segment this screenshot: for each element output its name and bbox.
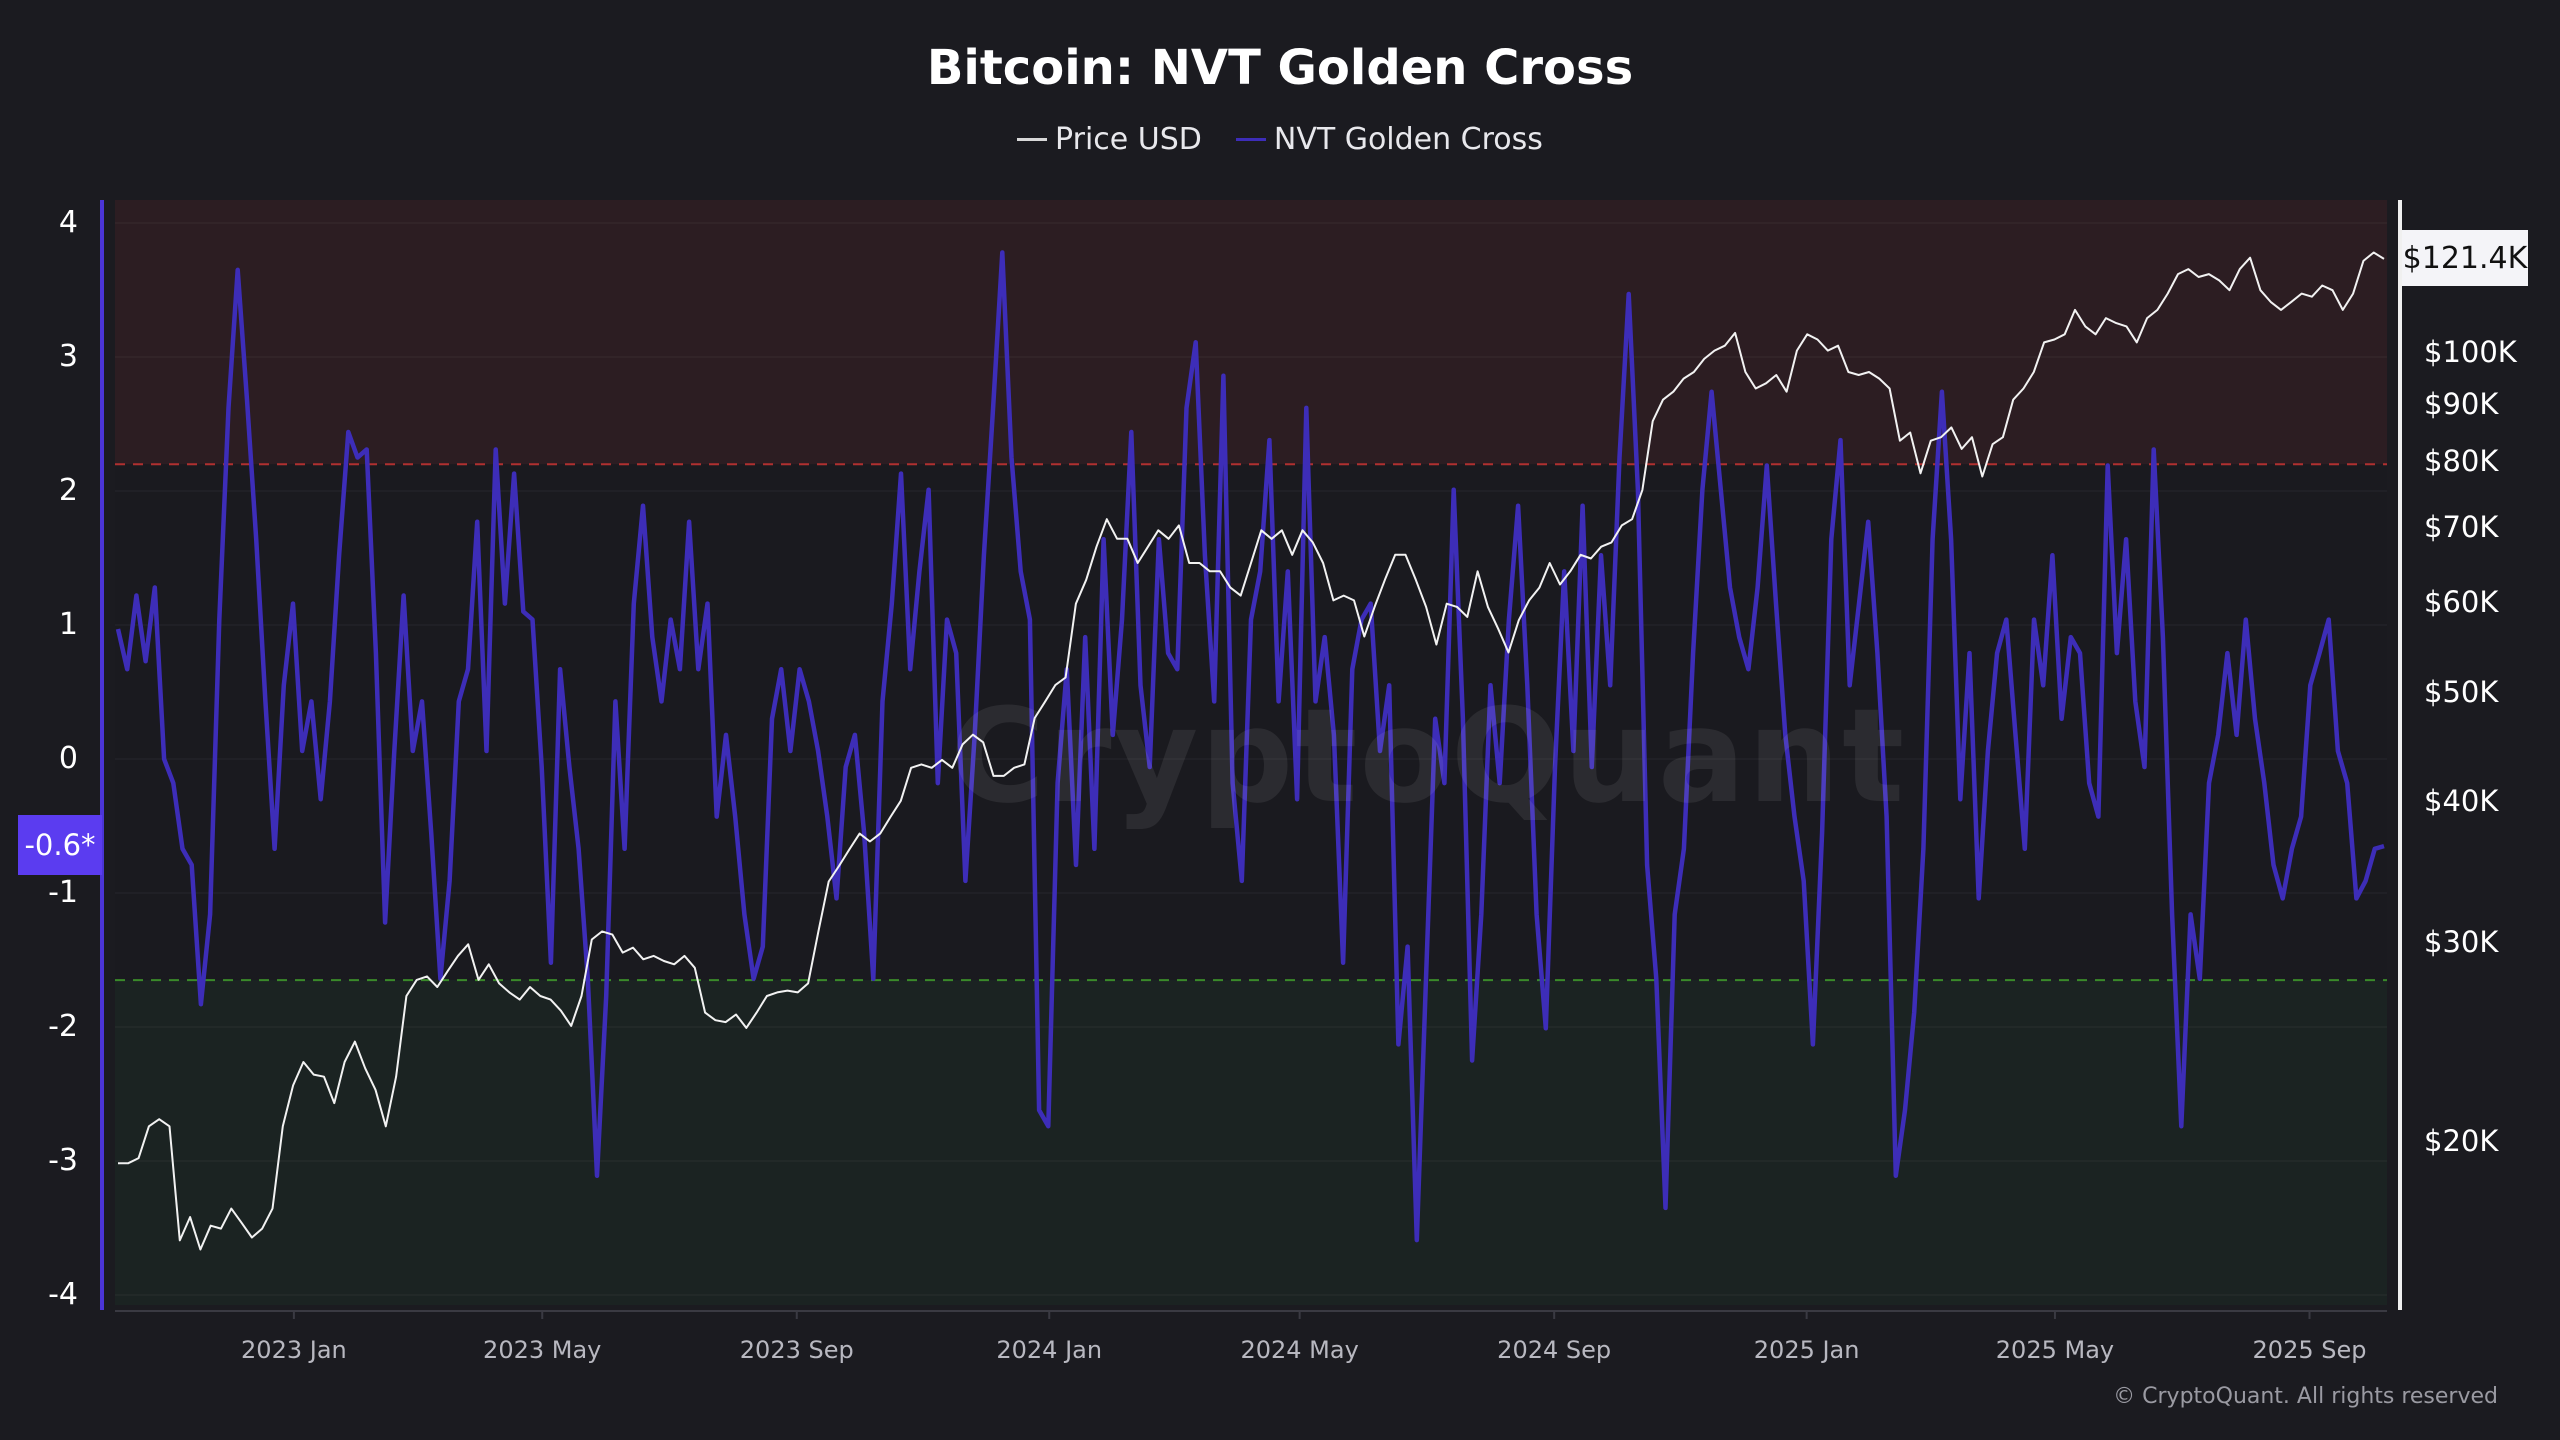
current-nvt-tag: -0.6* [18, 815, 102, 875]
left-tick-label: 2 [58, 473, 78, 508]
left-tick-label: -1 [48, 875, 78, 910]
x-tick-label: 2024 Jan [996, 1336, 1103, 1364]
overheated-zone [115, 200, 2387, 465]
legend-label-nvt: NVT Golden Cross [1273, 122, 1543, 157]
x-tick-label: 2024 Sep [1497, 1336, 1612, 1364]
left-tick-label: 0 [58, 741, 78, 776]
right-tick-label: $70K [2424, 509, 2499, 544]
left-tick-label: 4 [58, 205, 78, 240]
left-tick-label: -2 [48, 1009, 78, 1044]
right-tick-label: $90K [2424, 386, 2499, 421]
undervalued-zone [115, 980, 2387, 1305]
right-tick-label: $50K [2424, 674, 2499, 709]
copyright: © CryptoQuant. All rights reserved [2113, 1384, 2498, 1409]
x-tick-label: 2025 Jan [1753, 1336, 1860, 1364]
legend-swatch-nvt [1235, 138, 1266, 141]
legend-swatch-price [1017, 138, 1048, 141]
legend-item-price[interactable]: Price USD [1017, 122, 1202, 157]
right-tick-label: $20K [2424, 1124, 2499, 1159]
x-tick-label: 2023 May [483, 1336, 602, 1364]
x-tick-label: 2024 May [1240, 1336, 1359, 1364]
x-tick-label: 2023 Sep [739, 1336, 854, 1364]
current-price-tag: $121.4K [2402, 230, 2528, 286]
right-tick-label: $60K [2424, 585, 2499, 620]
left-tick-label: 1 [58, 607, 78, 642]
nvt-golden-cross-line [115, 250, 2385, 1243]
legend: Price USD NVT Golden Cross [0, 122, 2560, 157]
chart-title: Bitcoin: NVT Golden Cross [926, 40, 1634, 96]
left-tick-label: -3 [48, 1143, 78, 1178]
right-tick-label: $80K [2424, 444, 2499, 479]
x-tick-label: 2025 May [1995, 1336, 2115, 1364]
legend-item-nvt[interactable]: NVT Golden Cross [1235, 122, 1543, 157]
x-tick-label: 2023 Jan [241, 1336, 347, 1364]
left-tick-label: -4 [48, 1277, 78, 1312]
x-tick-label: 2025 Sep [2252, 1336, 2367, 1364]
right-tick-label: $100K [2424, 335, 2517, 369]
legend-label-price: Price USD [1055, 122, 1202, 157]
price-usd-line [118, 251, 2385, 1251]
right-tick-label: $30K [2424, 925, 2499, 960]
right-tick-label: $40K [2424, 784, 2499, 819]
left-tick-label: 3 [58, 339, 78, 374]
